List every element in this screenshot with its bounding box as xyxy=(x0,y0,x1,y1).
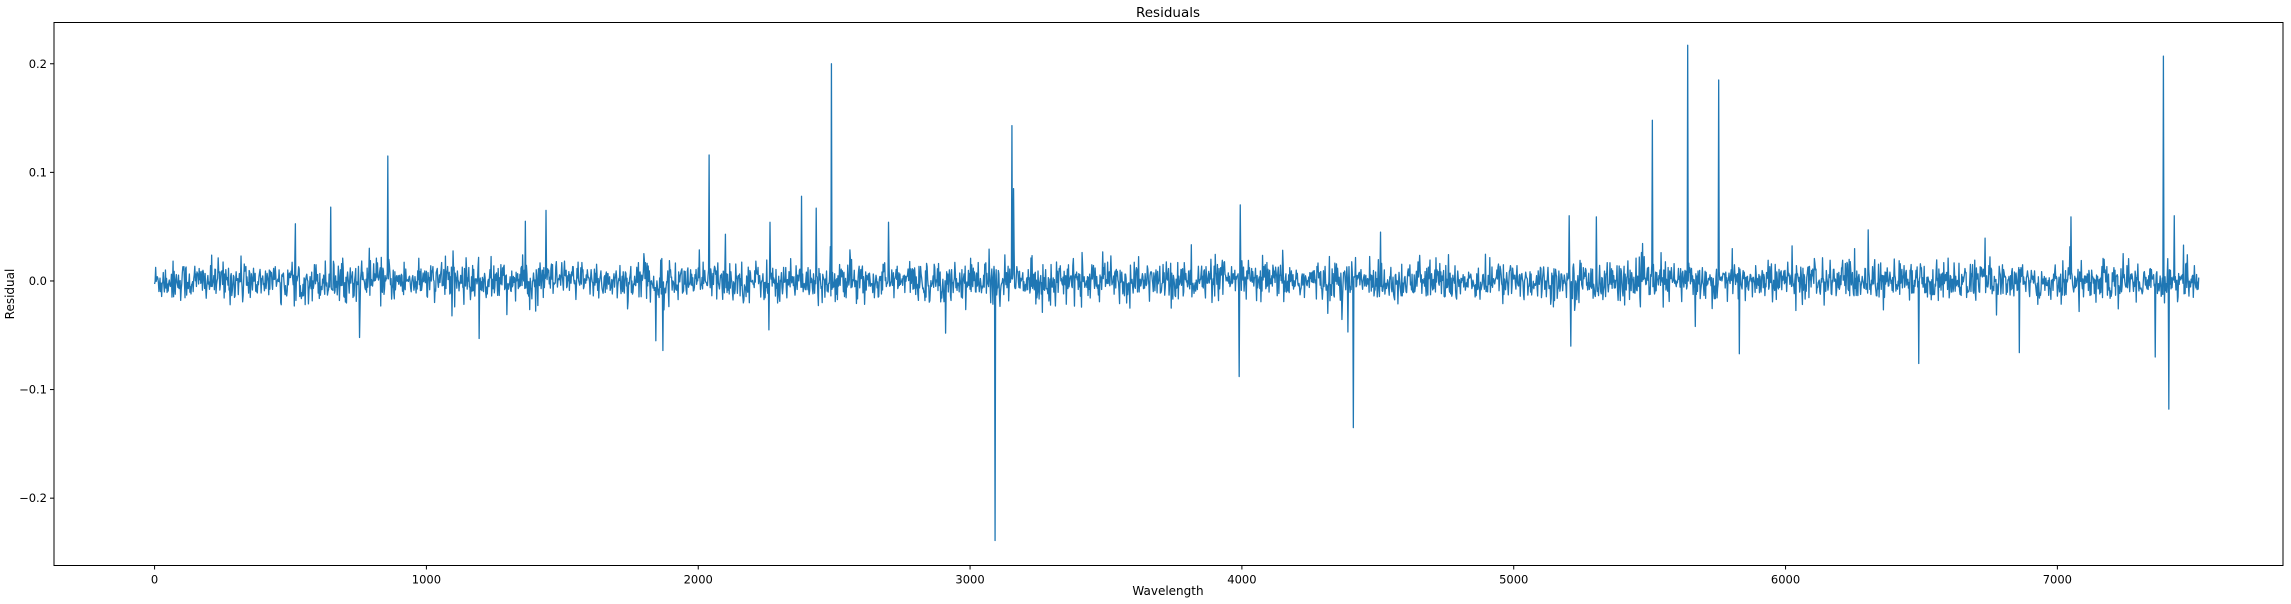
y-tick-label: 0.0 xyxy=(29,274,47,288)
chart-title: Residuals xyxy=(1136,5,1200,21)
x-axis-ticks: 0 1000 2000 3000 4000 5000 6000 7000 xyxy=(151,565,2072,587)
series-layer xyxy=(153,44,2200,542)
x-tick-label: 7000 xyxy=(2043,573,2072,587)
y-tick-label: 0.1 xyxy=(29,165,47,179)
x-tick-label: 4000 xyxy=(1227,573,1256,587)
y-tick-label: −0.1 xyxy=(19,383,47,397)
y-tick-label: 0.2 xyxy=(29,57,47,71)
residual-series-line xyxy=(153,44,2200,542)
x-tick-label: 6000 xyxy=(1771,573,1800,587)
x-tick-label: 5000 xyxy=(1499,573,1528,587)
x-tick-label: 0 xyxy=(151,573,158,587)
axes-frame xyxy=(53,22,2284,566)
y-tick-label: −0.2 xyxy=(19,491,47,505)
y-axis-label: Residual xyxy=(3,269,17,320)
x-tick-label: 1000 xyxy=(412,573,441,587)
x-tick-label: 2000 xyxy=(684,573,713,587)
y-axis-ticks: −0.2 −0.1 0.0 0.1 0.2 xyxy=(19,57,54,505)
x-tick-label: 3000 xyxy=(955,573,984,587)
x-axis-label: Wavelength xyxy=(1132,584,1203,598)
